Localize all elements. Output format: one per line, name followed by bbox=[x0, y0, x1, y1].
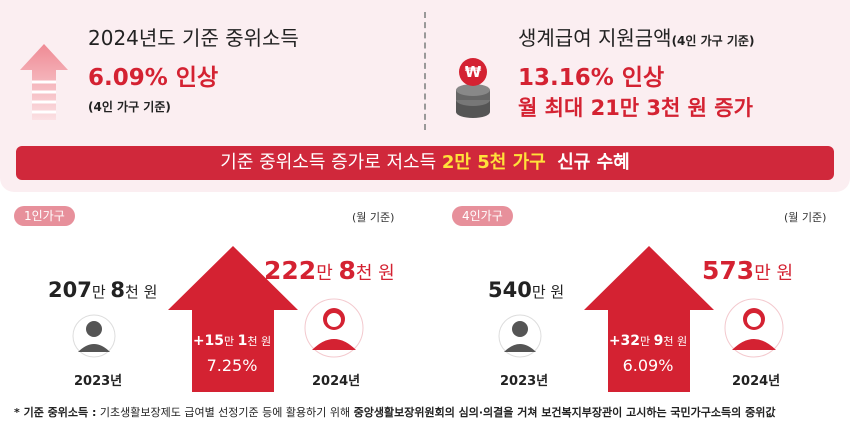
up-arrow-icon bbox=[20, 44, 68, 120]
person-icon bbox=[304, 298, 364, 358]
amount-part: 222 bbox=[264, 256, 317, 285]
tag-four-person: 4인가구 bbox=[452, 206, 513, 226]
living-benefit-title-note: (4인 가구 기준) bbox=[671, 34, 755, 48]
amount-part: 207 bbox=[48, 278, 92, 302]
year-2024-one: 2024년 bbox=[312, 374, 361, 389]
footnote-text: 기초생활보장제도 급여별 선정기준 등에 활용하기 위해 bbox=[96, 406, 354, 419]
increase-part: +15 bbox=[192, 333, 225, 349]
median-income-note: (4인 가구 기준) bbox=[88, 100, 171, 114]
amount-unit: 만 bbox=[316, 263, 339, 284]
increase-unit: 천 원 bbox=[663, 335, 688, 348]
amount-2023-four: 540만 원 bbox=[488, 278, 564, 302]
amount-unit: 만 원 bbox=[754, 263, 794, 284]
increase-unit: 만 bbox=[224, 335, 238, 348]
amount-unit: 천 원 bbox=[355, 263, 395, 284]
living-benefit-title: 생계급여 지원금액(4인 가구 기준) bbox=[518, 22, 754, 51]
living-benefit-increase: 13.16% 인상 bbox=[518, 65, 665, 91]
amount-2024-one: 222만 8천 원 bbox=[264, 256, 395, 285]
amount-unit: 만 원 bbox=[531, 283, 565, 301]
person-icon bbox=[498, 314, 542, 358]
footnote-bold: 중앙생활보장위원회의 심의·의결을 거쳐 보건복지부장관이 고시하는 국민가구소… bbox=[353, 406, 776, 419]
person-icon bbox=[724, 298, 784, 358]
increase-four: +32만 9천 원 bbox=[592, 330, 704, 349]
amount-part: 540 bbox=[488, 278, 532, 302]
won-symbol: ₩ bbox=[465, 63, 482, 81]
year-2023-one: 2023년 bbox=[74, 374, 123, 389]
banner-highlight: 2만 5천 가구 bbox=[441, 152, 546, 173]
coin-stack-icon: ₩ bbox=[456, 58, 490, 118]
increase-part: 1 bbox=[237, 333, 248, 349]
amount-part: 573 bbox=[702, 256, 755, 285]
tag-one-person: 1인가구 bbox=[14, 206, 75, 226]
amount-part: 8 bbox=[110, 278, 126, 302]
amount-2024-four: 573만 원 bbox=[702, 256, 793, 285]
increase-one: +15만 1천 원 bbox=[176, 330, 288, 349]
panel-divider bbox=[424, 12, 426, 130]
new-recipients-banner: 기준 중위소득 증가로 저소득 2만 5천 가구 신규 수혜 bbox=[16, 146, 834, 180]
median-income-title: 2024년도 기준 중위소득 bbox=[88, 26, 299, 50]
year-2023-four: 2023년 bbox=[500, 374, 549, 389]
living-benefit-title-text: 생계급여 지원금액 bbox=[518, 26, 672, 50]
unit-note-four: (월 기준) bbox=[784, 211, 827, 224]
increase-unit: 만 bbox=[640, 335, 654, 348]
footnote: * 기준 중위소득 : 기초생활보장제도 급여별 선정기준 등에 활용하기 위해… bbox=[14, 404, 775, 420]
increase-part: 9 bbox=[653, 333, 664, 349]
amount-unit: 천 원 bbox=[125, 283, 158, 301]
increase-unit: 천 원 bbox=[247, 335, 272, 348]
house-arrow-icon bbox=[168, 246, 298, 392]
amount-2023-one: 207만 8천 원 bbox=[48, 278, 157, 302]
banner-pre: 기준 중위소득 증가로 저소득 bbox=[220, 152, 442, 173]
median-income-increase: 6.09% 인상 bbox=[88, 65, 219, 91]
amount-unit: 만 bbox=[91, 283, 111, 301]
unit-note-one: (월 기준) bbox=[352, 211, 395, 224]
increase-pct-one: 7.25% bbox=[206, 356, 258, 375]
amount-part: 8 bbox=[338, 256, 356, 285]
person-icon bbox=[72, 314, 116, 358]
increase-pct-four: 6.09% bbox=[622, 356, 674, 375]
footnote-label: * 기준 중위소득 : bbox=[14, 406, 97, 419]
banner-post: 신규 수혜 bbox=[557, 152, 630, 173]
increase-part: +32 bbox=[608, 333, 641, 349]
year-2024-four: 2024년 bbox=[732, 374, 781, 389]
house-arrow-icon bbox=[584, 246, 714, 392]
living-benefit-max: 월 최대 21만 3천 원 증가 bbox=[518, 96, 753, 120]
